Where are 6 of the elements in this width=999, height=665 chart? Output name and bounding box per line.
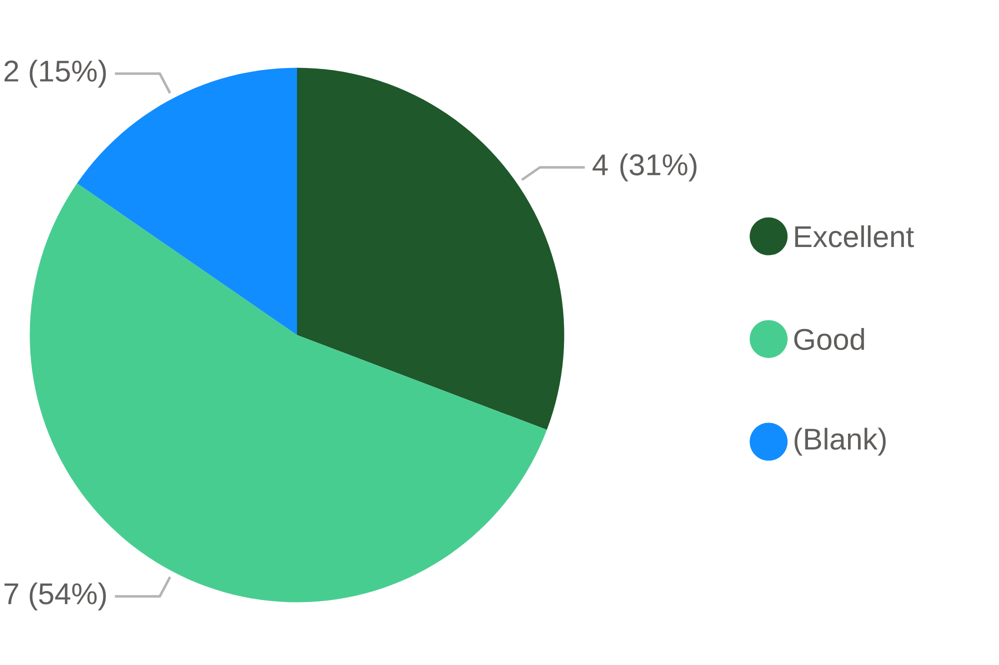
data-label: 2 (15%) bbox=[4, 60, 106, 88]
legend-label: (Blank) bbox=[794, 428, 886, 456]
data-label: 7 (54%) bbox=[4, 582, 106, 610]
data-label: 4 (31%) bbox=[592, 153, 696, 182]
legend-label: Good bbox=[794, 328, 864, 350]
legend-label: Excellent bbox=[795, 225, 914, 248]
